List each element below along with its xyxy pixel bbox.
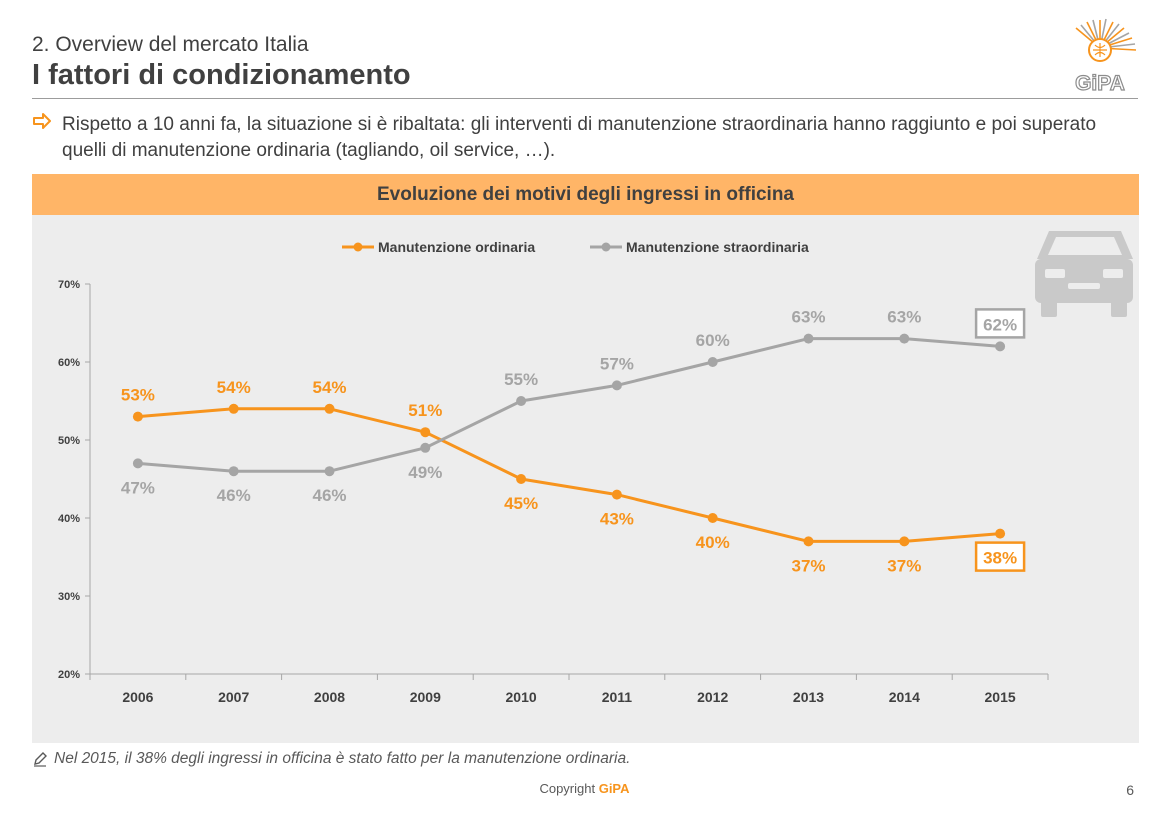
data-point-ordinaria (420, 427, 431, 438)
x-tick-label: 2007 (218, 689, 249, 705)
data-label-ordinaria: 37% (791, 556, 825, 575)
y-tick-label: 50% (58, 435, 80, 447)
logo-text: GiPA (1075, 72, 1125, 95)
data-label-ordinaria: 45% (504, 494, 538, 513)
y-tick-label: 40% (58, 513, 80, 525)
data-label-ordinaria: 54% (312, 378, 346, 397)
arrow-icon (33, 113, 51, 129)
series-line-ordinaria (137, 407, 1001, 543)
legend: Manutenzione ordinaria Manutenzione stra… (342, 239, 809, 255)
highlight-box-ordinaria (974, 541, 1026, 572)
page-title: I fattori di condizionamento (32, 59, 411, 91)
x-tick-label: 2009 (410, 689, 441, 705)
page-number: 6 (1126, 782, 1134, 798)
x-tick-label: 2014 (889, 689, 920, 705)
x-tick-label: 2015 (985, 689, 1016, 705)
data-label-straordinaria: 63% (887, 308, 921, 327)
chart-panel (32, 215, 1139, 743)
data-label-ordinaria: 43% (600, 510, 634, 529)
data-point-straordinaria (707, 357, 718, 367)
data-label-straordinaria: 46% (312, 486, 346, 505)
data-point-straordinaria (420, 442, 431, 453)
series-group: 53% 54% 54% 51% 45% 43% 40% 37% 37% 38% 47% 46% 46% 4… (121, 308, 1026, 575)
bullet-text: Rispetto a 10 anni fa, la situazione si … (62, 114, 1097, 161)
data-label-straordinaria: 46% (217, 486, 251, 505)
data-point-ordinaria (132, 411, 143, 422)
data-label-straordinaria: 57% (600, 354, 634, 373)
footnote-text: Nel 2015, il 38% degli ingressi in offic… (54, 750, 631, 767)
data-label-straordinaria: 49% (408, 463, 442, 482)
title-divider (32, 98, 1138, 99)
data-point-straordinaria (516, 396, 527, 406)
x-tick-label: 2010 (506, 689, 537, 705)
data-label-straordinaria: 62% (983, 315, 1017, 334)
legend-label-ordinaria: Manutenzione ordinaria (378, 239, 535, 255)
car-icon (1035, 231, 1133, 317)
highlight-box-straordinaria (974, 308, 1026, 339)
data-label-ordinaria: 53% (121, 386, 155, 405)
data-label-ordinaria: 40% (696, 533, 730, 552)
x-tick-label: 2006 (122, 689, 153, 705)
data-label-ordinaria: 37% (887, 556, 921, 575)
y-tick-label: 70% (58, 279, 80, 291)
data-label-straordinaria: 63% (791, 308, 825, 327)
footnote: Nel 2015, il 38% degli ingressi in offic… (32, 750, 630, 768)
data-label-ordinaria: 38% (983, 549, 1017, 568)
legend-marker-ordinaria (353, 242, 363, 252)
data-label-straordinaria: 47% (121, 478, 155, 497)
data-point-straordinaria (324, 466, 335, 477)
data-point-straordinaria (611, 380, 622, 391)
data-label-straordinaria: 55% (504, 370, 538, 389)
x-tick-label: 2011 (602, 689, 633, 705)
data-point-ordinaria (324, 403, 335, 414)
data-label-ordinaria: 54% (217, 378, 251, 397)
chart-title: Evoluzione dei motivi degli ingressi in … (32, 174, 1139, 215)
data-point-ordinaria (611, 489, 622, 500)
data-point-straordinaria (228, 466, 239, 477)
y-tick-label: 30% (58, 591, 80, 603)
data-point-straordinaria (132, 458, 143, 469)
data-point-ordinaria (516, 474, 527, 484)
legend-label-straordinaria: Manutenzione straordinaria (626, 239, 809, 255)
x-tick-label: 2013 (793, 689, 824, 705)
data-label-ordinaria: 51% (408, 401, 442, 420)
copyright-prefix: Copyright (539, 781, 599, 796)
data-point-ordinaria (899, 536, 910, 547)
y-tick-label: 60% (58, 357, 80, 369)
y-tick-label: 20% (58, 669, 80, 681)
data-point-ordinaria (803, 536, 814, 547)
line-chart: Manutenzione ordinaria Manutenzione stra… (58, 231, 1133, 705)
pencil-icon (34, 752, 47, 767)
x-tick-label: 2008 (314, 689, 345, 705)
gipa-logo: GiPA (1075, 18, 1137, 96)
data-label-straordinaria: 60% (696, 331, 730, 350)
data-point-straordinaria (995, 341, 1006, 352)
data-point-ordinaria (707, 513, 718, 523)
data-point-ordinaria (995, 528, 1006, 539)
data-point-straordinaria (803, 333, 814, 344)
data-point-straordinaria (899, 333, 910, 344)
series-line-straordinaria (137, 337, 1001, 473)
axes: 20% 30% 40% 50% 60% 70% 2006 2007 2008 2009 2010 20… (58, 279, 1049, 705)
data-point-ordinaria (228, 403, 239, 414)
copyright: Copyright GiPA (0, 781, 1169, 796)
copyright-brand: GiPA (598, 781, 630, 796)
legend-marker-straordinaria (601, 242, 611, 252)
page-subtitle: 2. Overview del mercato Italia (32, 33, 309, 56)
x-tick-label: 2012 (697, 689, 728, 705)
